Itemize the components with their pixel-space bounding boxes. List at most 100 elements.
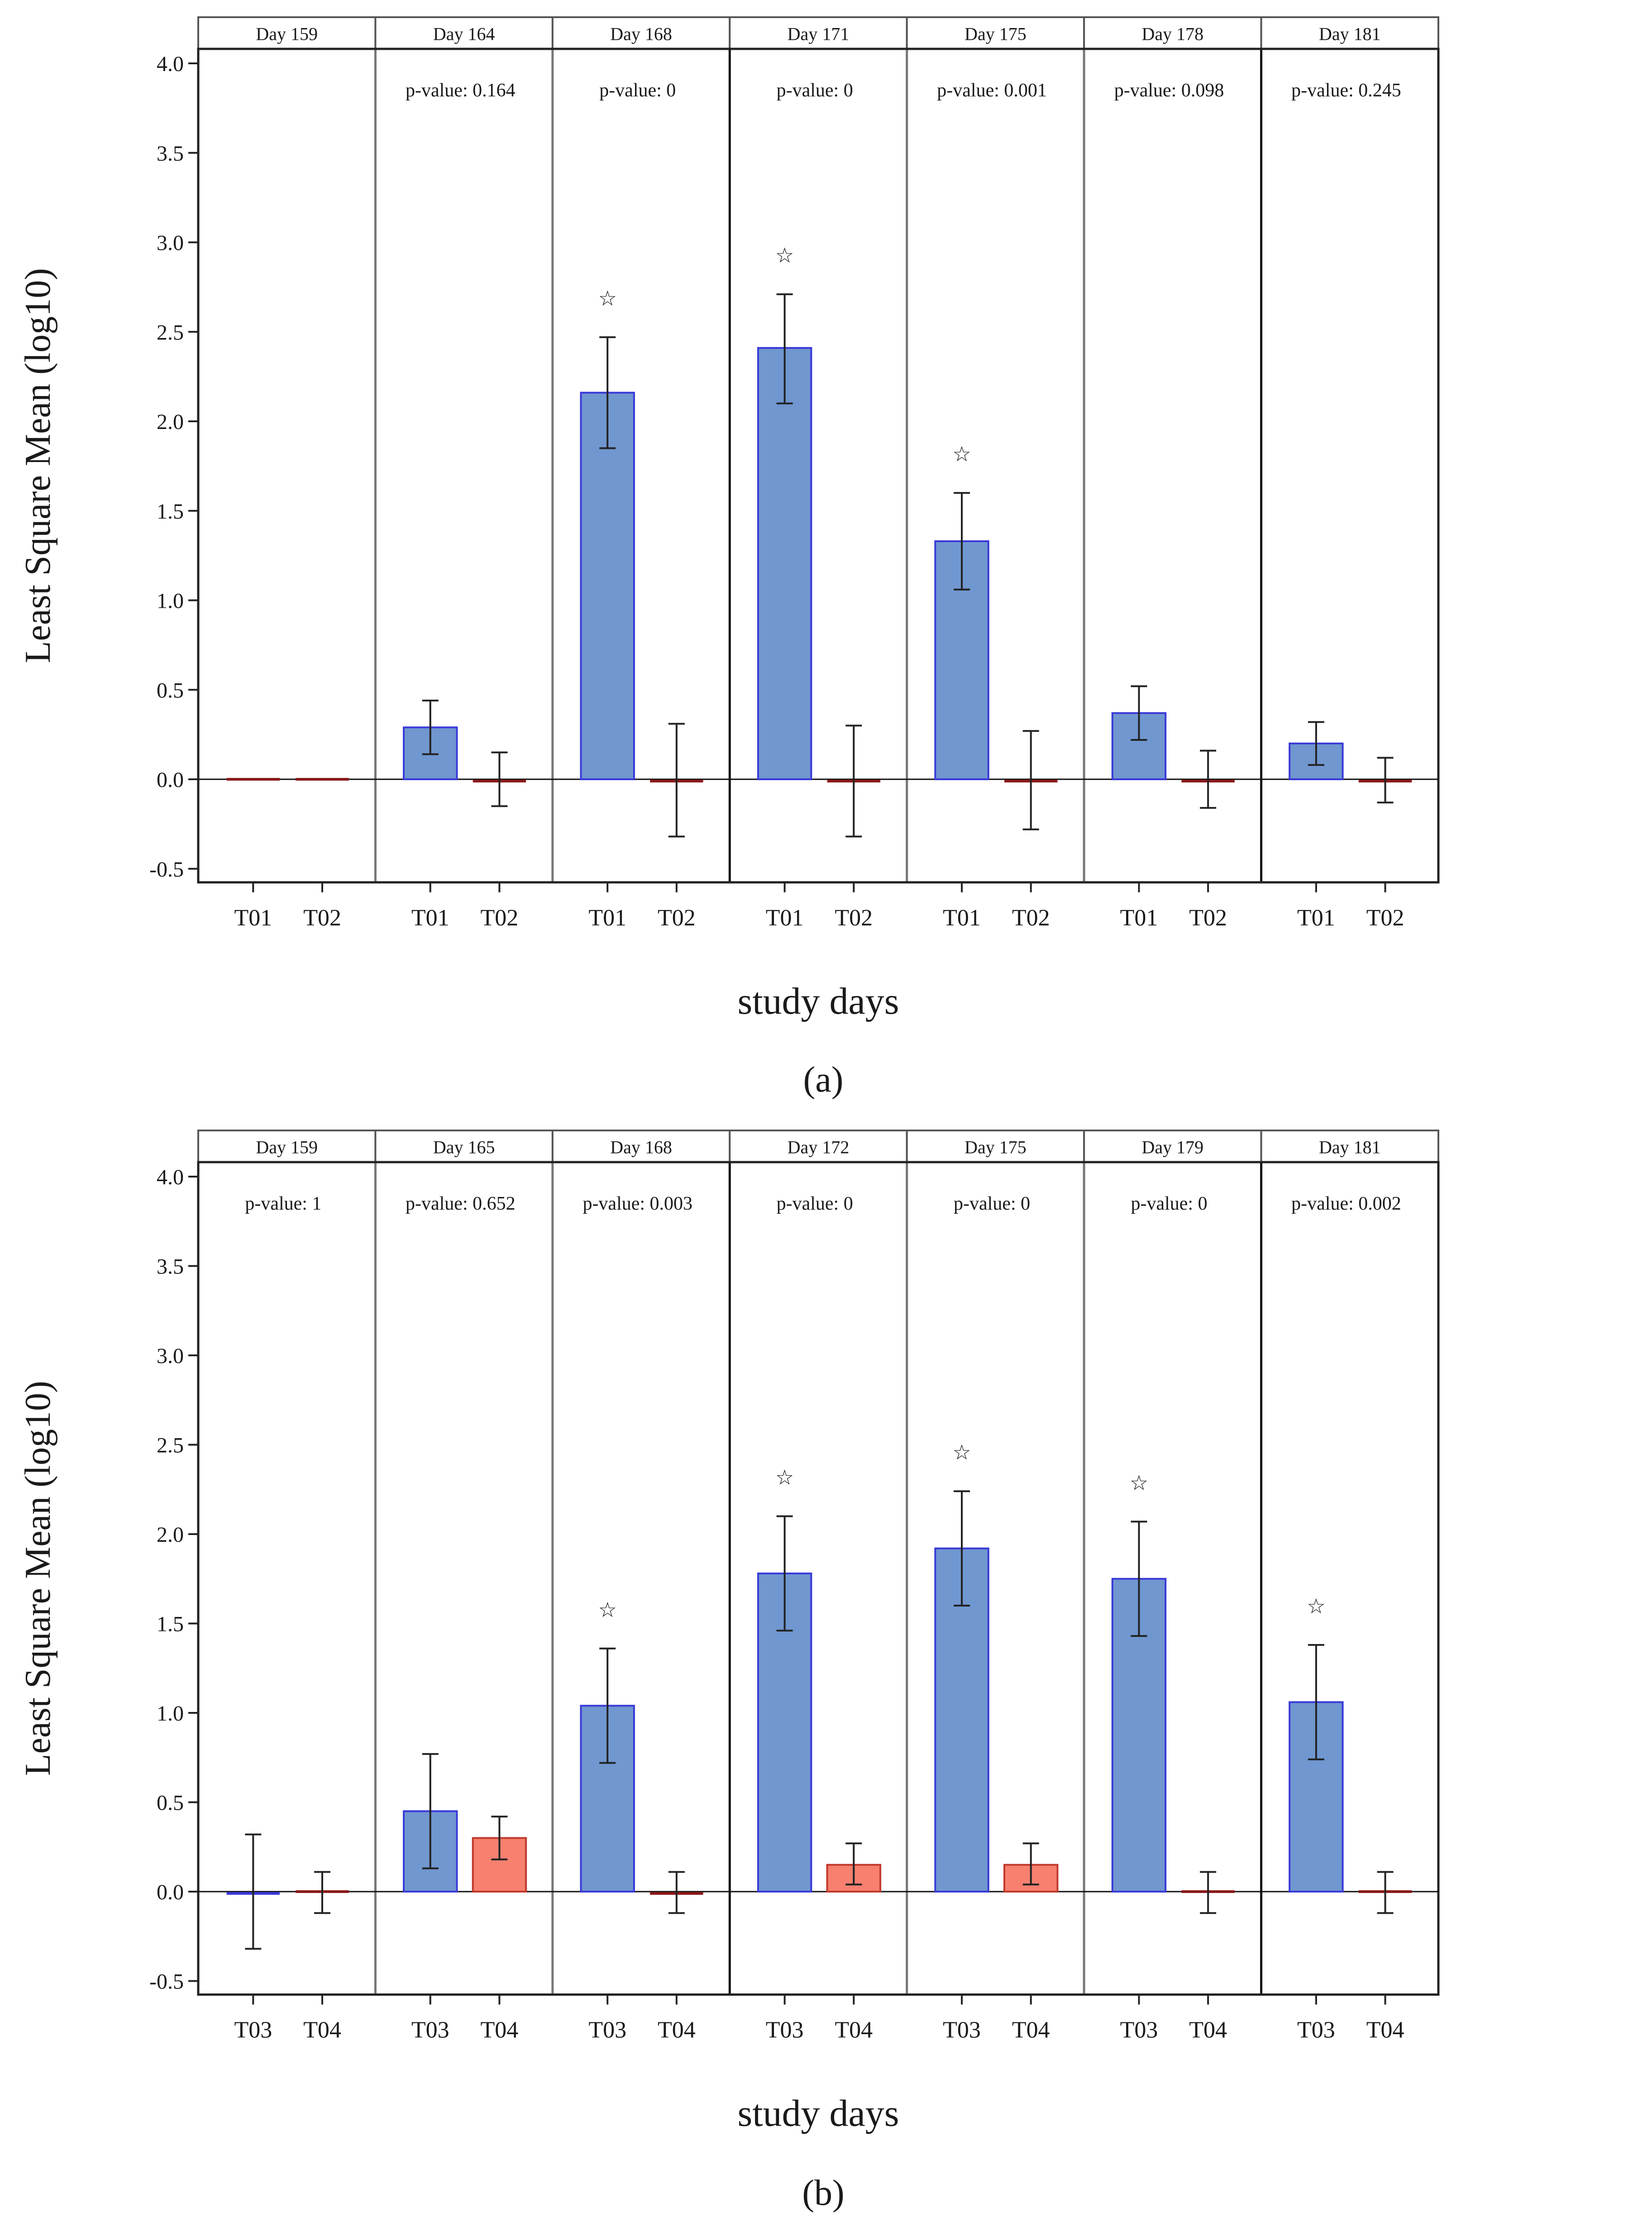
x-tick-label: T04 (303, 2017, 341, 2043)
facet-day-label: Day 175 (964, 1137, 1027, 1157)
facet-strip (729, 1130, 908, 1163)
x-tick-label: T01 (1297, 905, 1335, 931)
y-tick-label: 1.0 (157, 589, 184, 613)
facet-strip (729, 16, 908, 50)
facet-day-label: Day 181 (1319, 24, 1381, 44)
y-tick-label: 2.5 (157, 1434, 184, 1458)
facet-strip (197, 16, 377, 50)
significance-star: ☆ (1130, 1471, 1148, 1494)
y-tick-label: 4.0 (157, 1165, 184, 1189)
facet-day-label: Day 165 (433, 1137, 495, 1157)
p-value-label: p-value: 0 (954, 1193, 1030, 1214)
y-tick-label: 2.0 (157, 1523, 184, 1547)
x-tick-label: T02 (658, 905, 696, 931)
facet-day-label: Day 164 (433, 24, 495, 44)
facet-day-label: Day 159 (256, 1137, 318, 1157)
facet-day-label: Day 168 (610, 24, 672, 44)
x-tick-label: T04 (481, 2017, 519, 2043)
x-axis-title: study days (738, 980, 899, 1022)
bar-blue (580, 391, 635, 780)
x-tick-label: T02 (1012, 905, 1050, 931)
facet-day-label: Day 178 (1142, 24, 1204, 44)
p-value-label: p-value: 0.164 (406, 80, 516, 101)
x-tick-label: T04 (1189, 2017, 1227, 2043)
significance-star: ☆ (952, 443, 971, 466)
y-tick-label: 3.0 (157, 1344, 184, 1368)
x-tick-label: T02 (303, 905, 341, 931)
facet-day-label: Day 181 (1319, 1137, 1381, 1157)
x-tick-label: T04 (835, 2017, 873, 2043)
facet-day-label: Day 171 (788, 24, 850, 44)
significance-star: ☆ (775, 1466, 794, 1489)
bar-blue (757, 347, 812, 780)
x-tick-label: T04 (1366, 2017, 1404, 2043)
x-tick-label: T01 (766, 905, 804, 931)
facet-day-label: Day 168 (610, 1137, 672, 1157)
x-tick-label: T02 (481, 905, 519, 931)
x-tick-label: T04 (658, 2017, 696, 2043)
p-value-label: p-value: 0.652 (406, 1193, 516, 1214)
facet-strip (551, 1130, 731, 1163)
x-tick-label: T01 (1120, 905, 1158, 931)
p-value-label: p-value: 0.002 (1291, 1193, 1401, 1214)
y-tick-label: 0.5 (157, 1791, 184, 1815)
facet-day-label: Day 179 (1142, 1137, 1204, 1157)
facet-strip (1260, 16, 1440, 50)
significance-star: ☆ (598, 1598, 617, 1621)
x-tick-label: T01 (234, 905, 272, 931)
p-value-label: p-value: 0.003 (582, 1193, 692, 1214)
p-value-label: p-value: 0 (599, 80, 676, 101)
panel-label-b: (b) (802, 2173, 844, 2213)
x-tick-label: T03 (1297, 2017, 1335, 2043)
x-tick-label: T01 (411, 905, 449, 931)
p-value-label: p-value: 0 (777, 1193, 853, 1214)
y-tick-label: 1.5 (157, 500, 184, 524)
facet-day-label: Day 172 (788, 1137, 850, 1157)
significance-star: ☆ (952, 1441, 971, 1464)
facet-day-label: Day 159 (256, 24, 318, 44)
y-tick-label: 3.5 (157, 142, 184, 166)
p-value-label: p-value: 0.098 (1114, 80, 1224, 101)
x-tick-label: T01 (588, 905, 626, 931)
significance-star: ☆ (775, 244, 794, 267)
y-tick-label: -0.5 (149, 1970, 184, 1994)
y-tick-label: 0.0 (157, 768, 184, 792)
significance-star: ☆ (598, 287, 617, 310)
y-tick-label: 0.5 (157, 678, 184, 702)
x-tick-label: T03 (943, 2017, 981, 2043)
x-tick-label: T01 (943, 905, 981, 931)
p-value-label: p-value: 0.245 (1291, 80, 1401, 101)
p-value-label: p-value: 0.001 (937, 80, 1047, 101)
p-value-label: p-value: 1 (245, 1193, 321, 1214)
y-tick-label: 1.0 (157, 1702, 184, 1726)
p-value-label: p-value: 0 (1131, 1193, 1207, 1214)
plot-frame (197, 1161, 1440, 1996)
x-tick-label: T03 (234, 2017, 272, 2043)
facet-strip (906, 1130, 1085, 1163)
x-tick-label: T02 (1189, 905, 1227, 931)
y-tick-label: -0.5 (149, 858, 184, 882)
panel-label-a: (a) (803, 1060, 844, 1100)
x-tick-label: T02 (835, 905, 873, 931)
facet-strip (551, 16, 731, 50)
facet-strip (374, 16, 554, 50)
facet-strip (197, 1130, 377, 1163)
facet-strip (1083, 1130, 1262, 1163)
x-axis-title: study days (738, 2093, 899, 2135)
facet-strip (1260, 1130, 1440, 1163)
y-tick-label: 2.0 (157, 410, 184, 434)
facet-day-label: Day 175 (964, 24, 1027, 44)
significance-star: ☆ (1307, 1595, 1325, 1618)
y-tick-label: 3.0 (157, 231, 184, 255)
y-tick-label: 0.0 (157, 1880, 184, 1904)
p-value-label: p-value: 0 (777, 80, 853, 101)
facet-strip (374, 1130, 554, 1163)
y-axis-title: Least Square Mean (log10) (18, 1381, 58, 1776)
x-tick-label: T03 (588, 2017, 626, 2043)
y-tick-label: 1.5 (157, 1612, 184, 1636)
x-tick-label: T03 (1120, 2017, 1158, 2043)
plot-frame (197, 48, 1440, 884)
chart-panel-a: Day 159 Day 164 Day 168 Day 171 Day 175 Day 1… (18, 16, 1440, 1022)
